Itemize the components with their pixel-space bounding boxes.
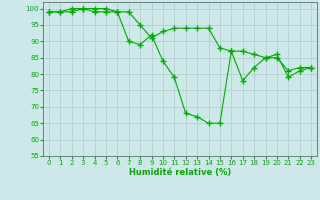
X-axis label: Humidité relative (%): Humidité relative (%) xyxy=(129,168,231,177)
